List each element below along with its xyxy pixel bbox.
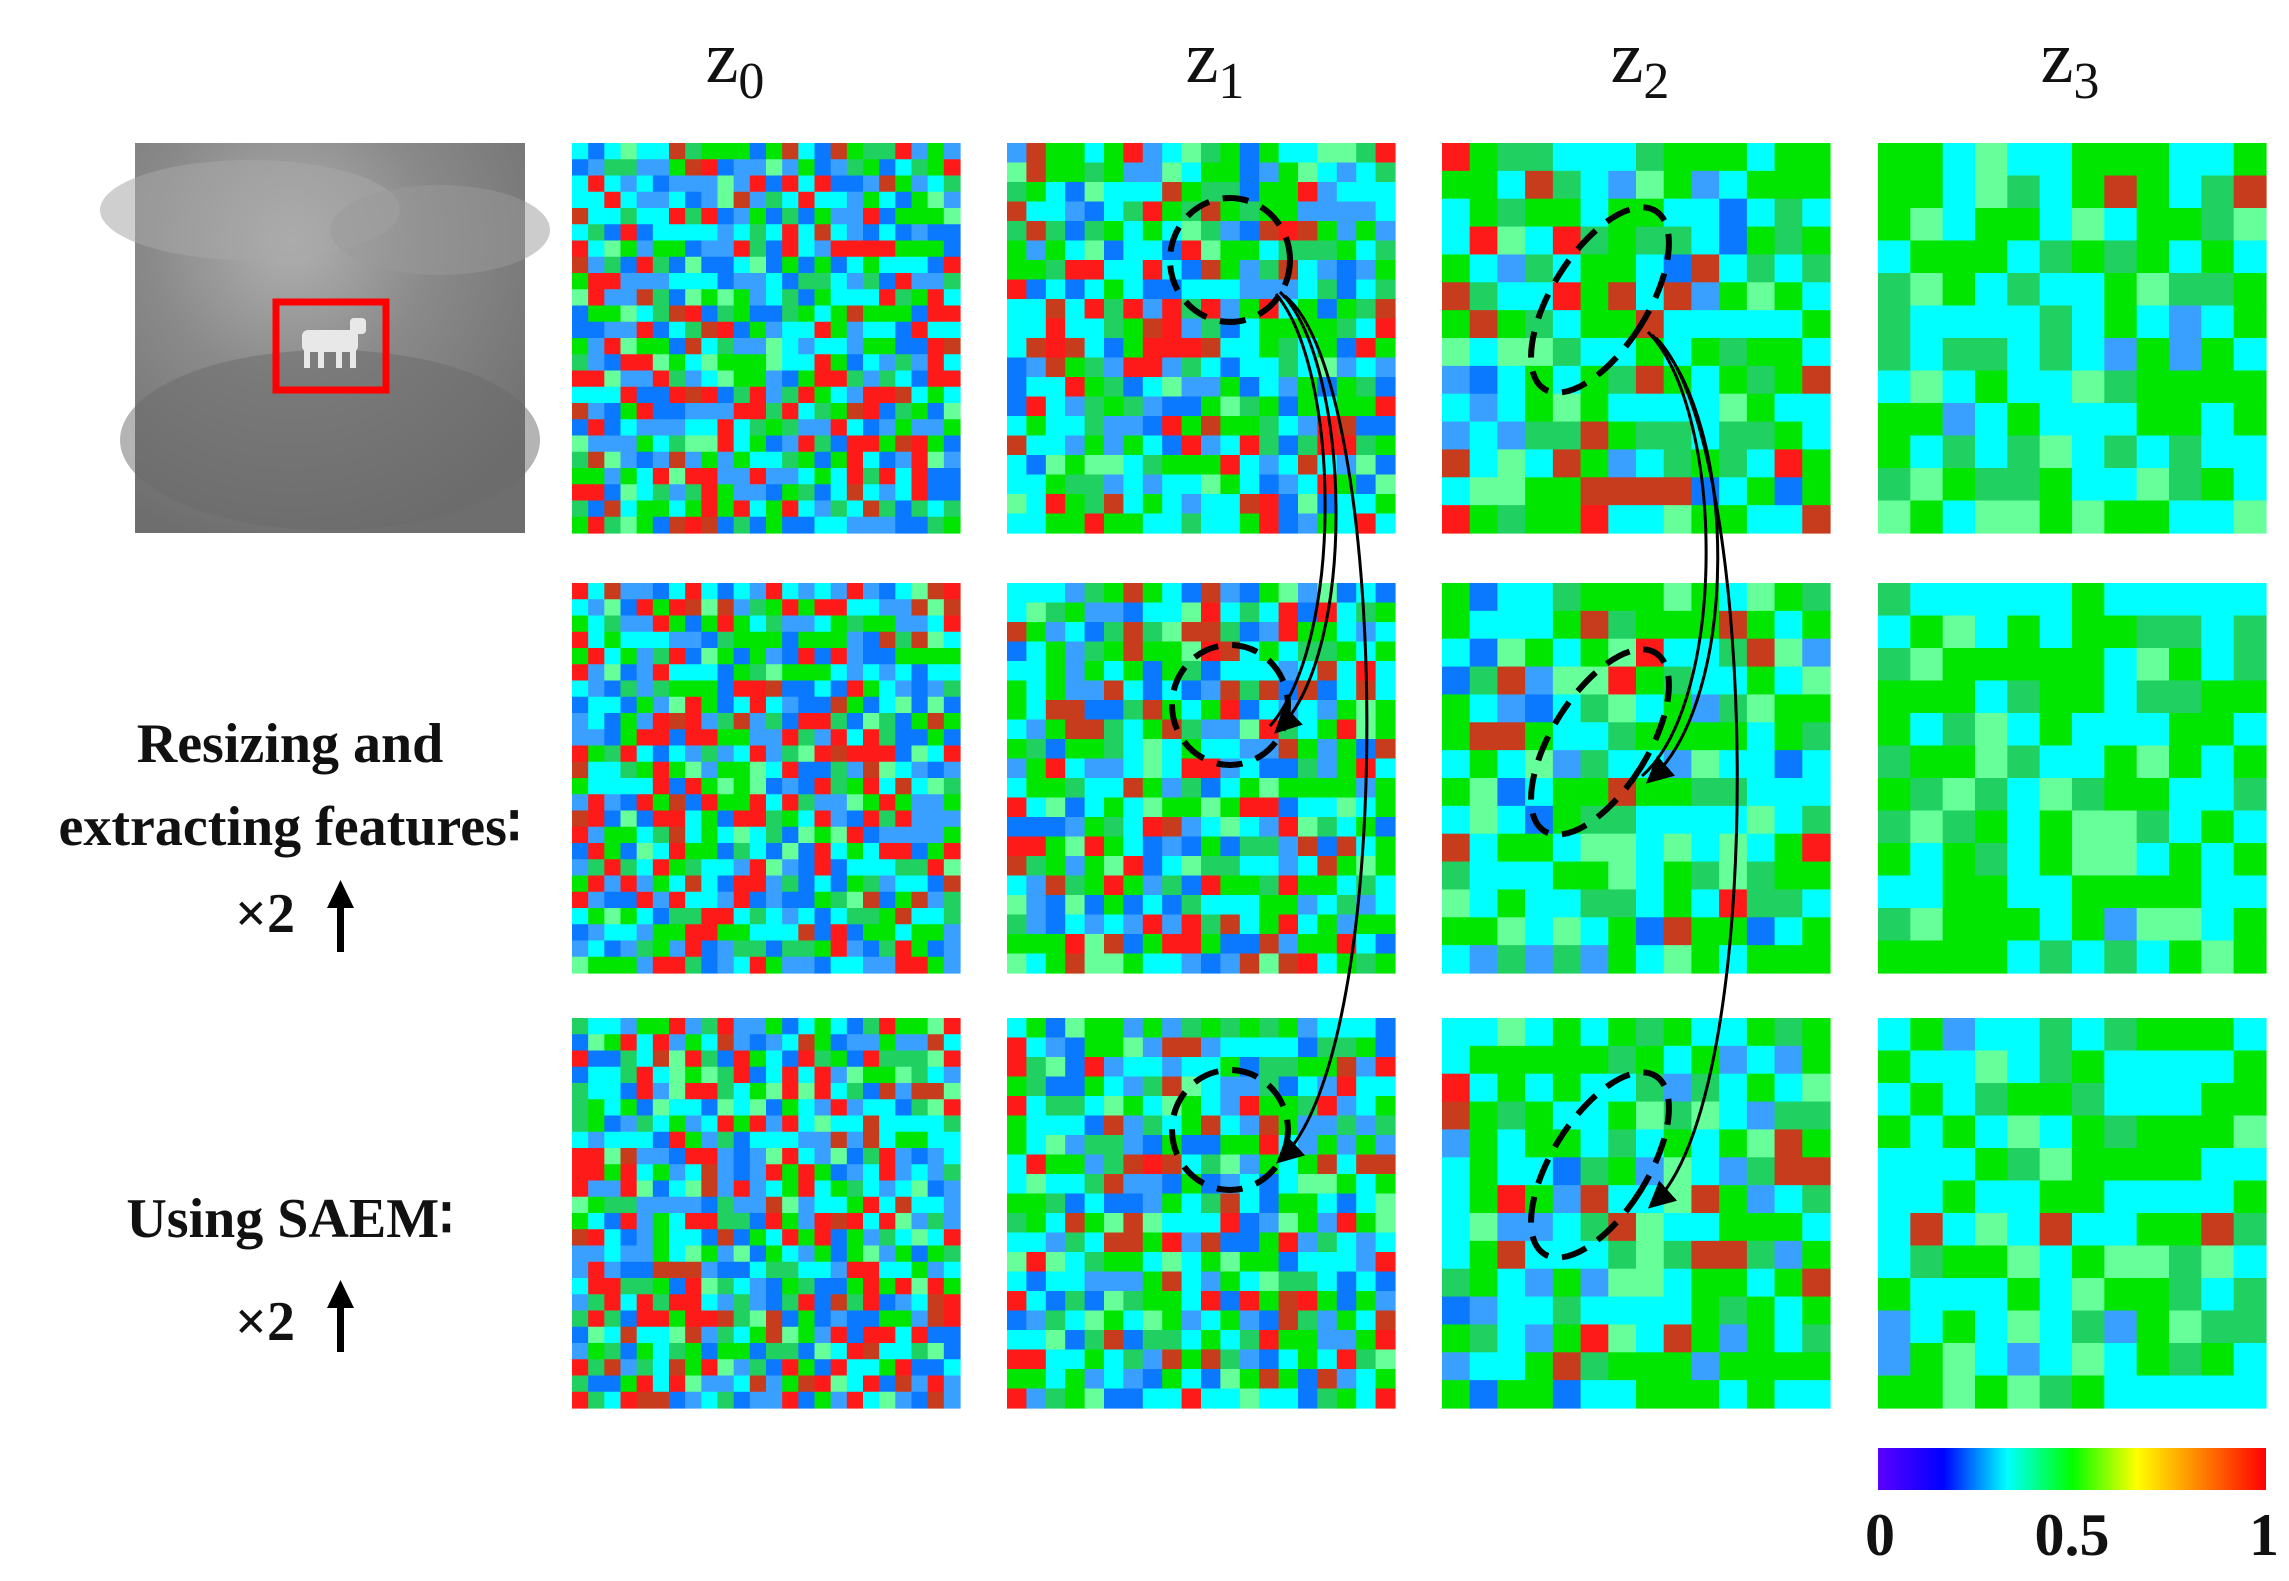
- svg-text:Using SAEM∶: Using SAEM∶: [126, 1188, 453, 1250]
- highlight-z2-row1: [1528, 204, 1672, 396]
- svg-text:Resizing and: Resizing and: [137, 713, 444, 775]
- input-image: [100, 143, 550, 533]
- column-header-z0: z0: [706, 17, 765, 110]
- highlight-z2-row3: [1528, 1069, 1672, 1261]
- heatmap-panel-z2-row2: [1442, 583, 1831, 974]
- arrow-z2-row1-to-row3: [1647, 336, 1739, 1209]
- heatmap-panel-z3-row1: [1878, 143, 2267, 534]
- colorbar: 0 0.5 1: [1865, 1448, 2279, 1568]
- svg-text:×2: ×2: [235, 883, 295, 945]
- heatmap-panel-z2-row3: [1442, 1018, 1831, 1409]
- colorbar-gradient: [1878, 1448, 2266, 1490]
- highlight-markers: [1167, 195, 1672, 1261]
- colorbar-tick-0: 0: [1865, 1502, 1895, 1568]
- heatmap-panel-z1-row1: [1007, 143, 1396, 534]
- heatmap-grid: [572, 143, 2267, 1409]
- target-bounding-box: [272, 298, 390, 394]
- row-label-resizing: Resizing and extracting features∶ ×2: [59, 713, 522, 952]
- heatmap-panel-z1-row3: [1007, 1018, 1396, 1409]
- heatmap-panel-z0-row2: [572, 583, 961, 974]
- heatmap-panel-z1-row2: [1007, 583, 1396, 974]
- heatmap-panel-z0-row3: [572, 1018, 961, 1409]
- up-arrow-icon: [327, 1280, 354, 1352]
- highlight-z1-row3: [1169, 1067, 1291, 1193]
- column-header-z1: z1: [1186, 17, 1245, 110]
- arrow-z1-row1-to-row2: [1274, 290, 1338, 734]
- column-header-z3: z3: [2041, 17, 2100, 110]
- column-header-z2: z2: [1611, 17, 1670, 110]
- heatmap-panel-z0-row1: [572, 143, 961, 534]
- colorbar-tick-mid: 0.5: [2035, 1502, 2110, 1568]
- heatmap-panel-z3-row2: [1878, 583, 2267, 974]
- correspondence-arrows: [1268, 290, 1739, 1209]
- target-object: [302, 318, 366, 368]
- arrow-z1-row1-to-row3: [1276, 294, 1369, 1164]
- highlight-z1-row2: [1169, 642, 1291, 768]
- svg-text:×2: ×2: [235, 1291, 295, 1353]
- colorbar-tick-1: 1: [2249, 1502, 2279, 1568]
- svg-text:extracting features∶: extracting features∶: [59, 796, 522, 858]
- heatmap-panel-z3-row3: [1878, 1018, 2267, 1409]
- highlight-z2-row2: [1528, 646, 1672, 838]
- heatmap-panel-z2-row1: [1442, 143, 1831, 534]
- row-label-saem: Using SAEM∶ ×2: [126, 1188, 453, 1353]
- highlight-z1-row1: [1167, 195, 1293, 325]
- up-arrow-icon: [327, 880, 354, 952]
